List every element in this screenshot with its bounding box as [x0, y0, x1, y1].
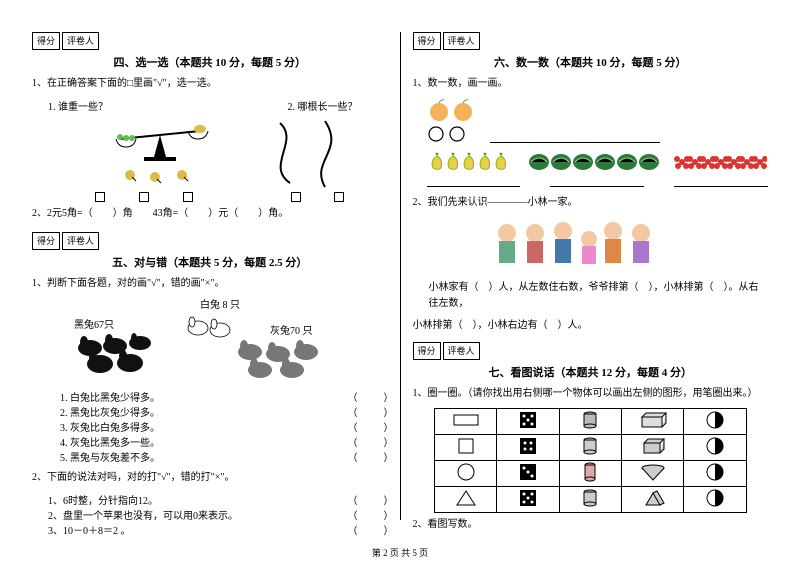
cell-half3[interactable]: [684, 461, 746, 487]
tf-item: 1、6时整，分针指向12。（ ）: [48, 492, 388, 507]
score-label: 得分: [413, 342, 441, 360]
s5-q2: 2、下面的说法对吗，对的打"√"，错的打"×"。: [32, 470, 388, 486]
s4-q2: 2、2元5角=（ ）角 43角=（ ）元（ ）角。: [32, 206, 388, 222]
right-column: 得分 评卷人 六、数一数（本题共 10 分，每题 5 分） 1、数一数，画一画。: [401, 32, 781, 520]
s6-q2-text1: 小林家有（ ）人，从左数住右数，爷爷排第（ ），小林排第（ ）。从右往左数，: [413, 280, 769, 312]
cell-can2[interactable]: [559, 461, 621, 487]
checkbox[interactable]: [139, 192, 149, 202]
s6-q2: 2、我们先来认识————小林一家。: [413, 195, 769, 211]
cell-half2[interactable]: [684, 435, 746, 461]
family-svg: [485, 217, 695, 273]
s4-checkbox-row: [32, 192, 388, 202]
circle-row: [427, 125, 769, 143]
left-column: 得分 评卷人 四、选一选（本题共 10 分，每题 5 分） 1、在正确答案下面的…: [20, 32, 401, 520]
s7-q1: 1、圈一圈。（请你找出用右侧哪一个物体可以画出左侧的图形，用笔圈出来。）: [413, 386, 769, 402]
white-rabbit-label: 白兔 8 只: [200, 298, 240, 311]
s4-q1: 1、在正确答案下面的□里画"√"，选一选。: [32, 76, 388, 92]
s6-q2-text2: 小林排第（ ），小林右边有（ ）人。: [413, 318, 769, 334]
cell-cuboid2[interactable]: [621, 435, 683, 461]
cell-prism[interactable]: [621, 487, 683, 513]
section4-title: 四、选一选（本题共 10 分，每题 5 分）: [32, 54, 388, 70]
circle-icons: [427, 125, 487, 143]
blank[interactable]: [674, 178, 768, 187]
blank[interactable]: [427, 178, 521, 187]
cell-half4[interactable]: [684, 487, 746, 513]
cell-cyl2[interactable]: [559, 487, 621, 513]
black-rabbit-label: 黑兔67只: [74, 318, 114, 331]
cell-half[interactable]: [684, 409, 746, 435]
family-illustration: [413, 217, 769, 276]
checkbox[interactable]: [183, 192, 193, 202]
tf-item: 3. 灰兔比白兔多得多。（ ）: [32, 419, 388, 434]
s7-q2: 2、看图写数。: [413, 517, 769, 533]
table-row: [434, 461, 746, 487]
s4-q1-subhead: 1. 谁重一些？ 2. 哪根长一些？: [32, 98, 388, 113]
s4-q1a: 1. 谁重一些？: [48, 98, 108, 113]
cell-cone[interactable]: [621, 461, 683, 487]
tf-item: 2. 黑兔比灰兔少得多。（ ）: [32, 404, 388, 419]
s5-q1: 1、判断下面各题，对的画"√"，错的画"×"。: [32, 276, 388, 292]
grader-label: 评卷人: [62, 32, 99, 50]
section5-title: 五、对与错（本题共 5 分，每题 2.5 分）: [32, 254, 388, 270]
mixed-row: [427, 146, 769, 174]
shape-table: [434, 408, 747, 513]
rabbit-svg: 白兔 8 只 黑兔67只 灰兔70 只: [60, 298, 360, 382]
cell-rect[interactable]: [434, 409, 496, 435]
score-label: 得分: [413, 32, 441, 50]
blank-row: [427, 178, 769, 187]
tf-item: 4. 灰兔比黑兔多一些。（ ）: [32, 434, 388, 449]
cell-dice4[interactable]: [497, 487, 559, 513]
table-row: [434, 487, 746, 513]
score-header-7: 得分 评卷人: [413, 342, 769, 360]
s6-q1: 1、数一数，画一画。: [413, 76, 769, 92]
score-header-6: 得分 评卷人: [413, 32, 769, 50]
s4-illustration: [32, 117, 388, 202]
cell-can[interactable]: [559, 409, 621, 435]
tf-item: 1. 白兔比黑兔少得多。（ ）: [32, 389, 388, 404]
score-header-4: 得分 评卷人: [32, 32, 388, 50]
table-row: [434, 409, 746, 435]
worksheet-page: 得分 评卷人 四、选一选（本题共 10 分，每题 5 分） 1、在正确答案下面的…: [0, 0, 800, 540]
blank[interactable]: [490, 134, 660, 143]
pears-melons-flowers: [427, 146, 767, 174]
cell-square[interactable]: [434, 435, 496, 461]
grader-label: 评卷人: [62, 232, 99, 250]
cell-cuboid[interactable]: [621, 409, 683, 435]
section6-title: 六、数一数（本题共 10 分，每题 5 分）: [413, 54, 769, 70]
peach-icons: [427, 98, 487, 122]
s5-items: 1. 白兔比黑兔少得多。（ ） 2. 黑兔比灰兔少得多。（ ） 3. 灰兔比白兔…: [32, 389, 388, 464]
rabbit-illustration: 白兔 8 只 黑兔67只 灰兔70 只: [32, 298, 388, 385]
cell-dice3[interactable]: [497, 461, 559, 487]
cell-circle[interactable]: [434, 461, 496, 487]
grader-label: 评卷人: [443, 342, 480, 360]
page-footer: 第 2 页 共 5 页: [0, 546, 800, 559]
table-row: [434, 435, 746, 461]
checkbox[interactable]: [291, 192, 301, 202]
score-label: 得分: [32, 32, 60, 50]
peach-row: [427, 98, 769, 122]
score-header-5: 得分 评卷人: [32, 232, 388, 250]
section7-title: 七、看图说话（本题共 12 分，每题 4 分）: [413, 364, 769, 380]
tf-item: 3、10－0＋8＝2 。（ ）: [48, 522, 388, 537]
fruit-illustration: [413, 98, 769, 187]
cell-dice[interactable]: [497, 409, 559, 435]
tf-item: 2、盘里一个苹果也没有，可以用0来表示。（ ）: [48, 507, 388, 522]
blank[interactable]: [550, 178, 644, 187]
cell-dice2[interactable]: [497, 435, 559, 461]
gray-rabbit-label: 灰兔70 只: [270, 324, 313, 337]
cell-cyl[interactable]: [559, 435, 621, 461]
grader-label: 评卷人: [443, 32, 480, 50]
checkbox[interactable]: [334, 192, 344, 202]
s4-q1b: 2. 哪根长一些？: [288, 98, 358, 113]
cell-triangle[interactable]: [434, 487, 496, 513]
score-label: 得分: [32, 232, 60, 250]
balance-and-ropes-svg: [50, 117, 370, 189]
s5-items2: 1、6时整，分针指向12。（ ） 2、盘里一个苹果也没有，可以用0来表示。（ ）…: [32, 492, 388, 537]
tf-item: 5. 黑兔与灰兔差不多。（ ）: [32, 449, 388, 464]
checkbox[interactable]: [95, 192, 105, 202]
